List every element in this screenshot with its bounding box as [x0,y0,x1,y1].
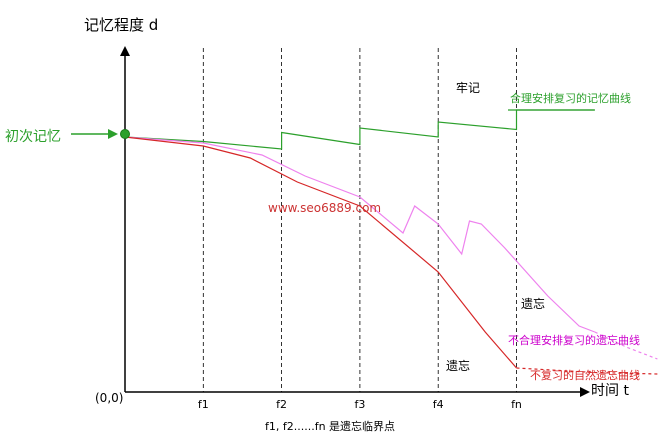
reasonable-review-curve [124,109,595,150]
start-point [120,129,130,139]
origin-label: (0,0) [95,391,123,405]
x-tick-label-fn: fn [511,398,522,411]
footnote: f1, f2......fn 是遗忘临界点 [265,419,395,433]
unreasonable-review-curve [124,136,596,333]
x-tick-labels: f1 f2 f3 f4 fn [198,398,522,411]
y-axis-label: 记忆程度 d [84,16,158,34]
unreasonable-review-legend: 不合理安排复习的遗忘曲线 [508,333,640,347]
start-label: 初次记忆 [5,128,61,145]
reasonable-review-legend: 合理安排复习的记忆曲线 [510,91,631,105]
x-tick-label-f1: f1 [198,398,209,411]
natural-forgetting-curve [124,136,517,369]
x-tick-label-f4: f4 [433,398,444,411]
series-layer [124,109,658,375]
natural-forgetting-tail [516,367,658,375]
reasonable-review-annotation: 牢记 [456,80,480,95]
watermark: www.seo6889.com [268,201,381,215]
x-axis-label: 时间 t [591,383,629,399]
x-tick-label-f3: f3 [354,398,365,411]
critical-point-gridlines [202,48,517,392]
x-tick-label-f2: f2 [276,398,287,411]
natural-forgetting-annotation: 遗忘 [446,358,470,373]
natural-forgetting-legend: 不复习的自然遗忘曲线 [530,368,640,382]
unreasonable-review-annotation: 遗忘 [521,296,545,311]
